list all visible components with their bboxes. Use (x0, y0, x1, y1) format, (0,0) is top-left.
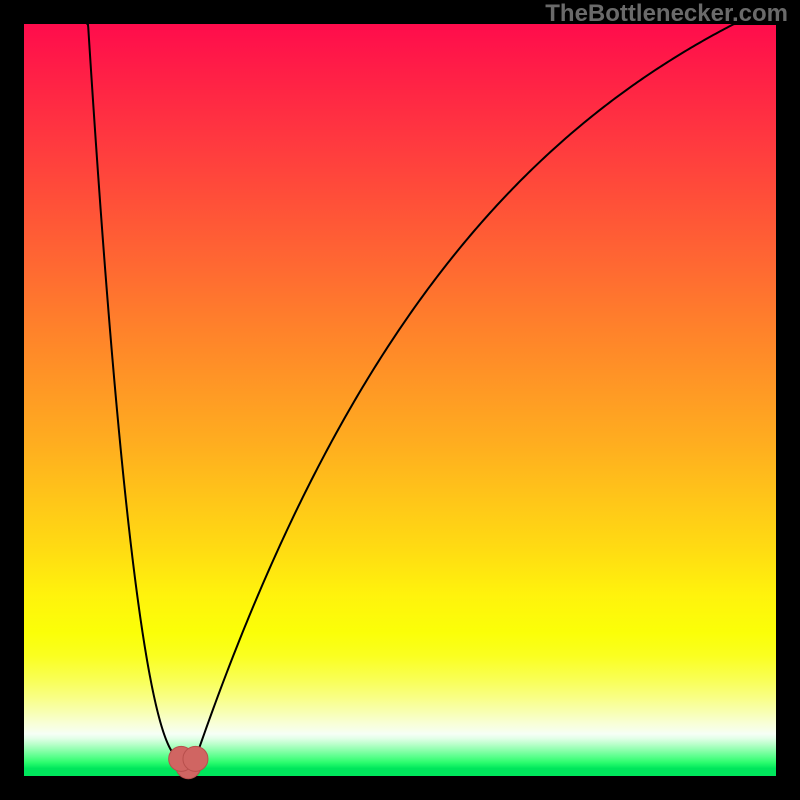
watermark-text: TheBottlenecker.com (545, 0, 788, 28)
chart-container: { "canvas": { "width": 800, "height": 80… (0, 0, 800, 800)
plot-svg (0, 0, 800, 800)
gradient-panel (24, 24, 776, 776)
vertex-marker-right (183, 746, 208, 771)
